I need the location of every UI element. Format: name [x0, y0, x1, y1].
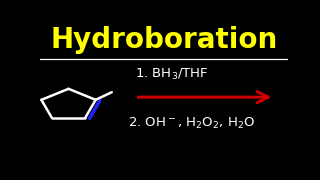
Text: 2. OH$^-$, H$_2$O$_2$, H$_2$O: 2. OH$^-$, H$_2$O$_2$, H$_2$O: [128, 116, 255, 131]
Text: 1. BH$_3$/THF: 1. BH$_3$/THF: [135, 67, 209, 82]
Text: Hydroboration: Hydroboration: [50, 26, 278, 54]
